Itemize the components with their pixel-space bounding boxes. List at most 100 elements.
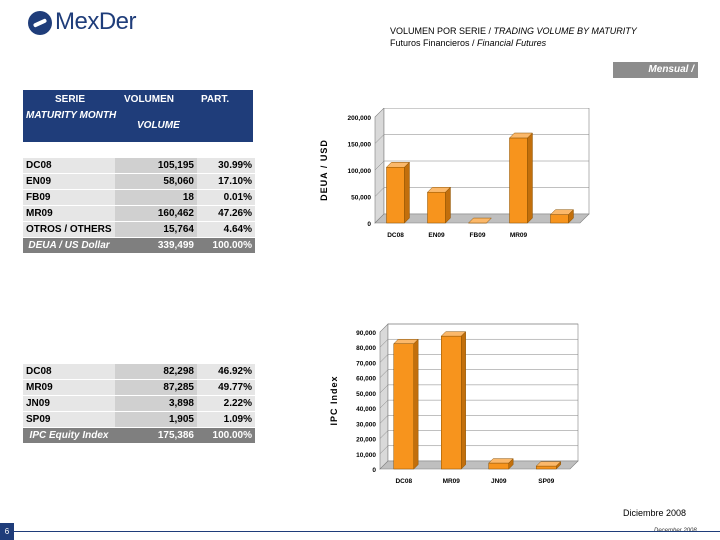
cell-part: 2.22% [197,395,255,412]
chart-ipc-volume: 0 10,000 20,000 30,000 40,000 50,000 60,000 70,… [329,323,579,485]
y-tick-label: 0 [367,221,371,228]
subtitle-en: Financial Futures [477,38,547,48]
bar [550,214,569,224]
gridline [374,108,385,118]
bar-side [508,458,514,470]
logo-mark-icon [28,11,52,35]
table-row: DC08 82,298 46.92% [23,364,255,380]
y-tick-label: 150,000 [348,142,372,149]
x-tick-label: FB09 [470,232,486,239]
page-subtitle: Futuros Financieros / Financial Futures [390,38,546,48]
cell-part: 49.77% [197,379,255,396]
bar-side [568,209,574,224]
table1: DC08 105,195 30.99% EN09 58,060 17.10% FB09 1… [23,158,255,254]
gridline [379,339,389,348]
table-total-row: IPC Equity Index 175,386 100.00% [23,427,255,444]
page-number: 6 [0,523,14,540]
col-volume: VOLUME [137,120,180,131]
bar-side [527,132,533,224]
page-title: VOLUMEN POR SERIE / TRADING VOLUME BY MA… [390,26,637,36]
cell-part: 17.10% [197,173,255,190]
y-tick-label: 90,000 [356,330,376,337]
gridline [374,134,385,144]
y-tick-label: 50,000 [356,391,376,398]
bar [509,137,528,224]
gridline [374,160,385,171]
table2: DC08 82,298 46.92% MR09 87,285 49.77% JN09 3,… [23,364,255,444]
cell-volume: 15,764 [115,221,197,238]
cell-volume: 3,898 [115,395,197,412]
col-serie: SERIE [55,94,86,105]
cell-part: 1.09% [197,411,255,428]
cell-serie: OTROS / OTHERS [23,221,115,238]
y-tick-label: 80,000 [356,345,376,352]
col-volumen: VOLUMEN [124,94,174,105]
cell-serie: FB09 [23,189,115,206]
y-tick-label: 20,000 [356,437,376,444]
table-total-row: DEUA / US Dollar 339,499 100.00% [23,237,255,254]
total-volume: 175,386 [115,427,197,444]
bar-side [556,461,561,470]
gridline [379,323,389,333]
total-label: IPC Equity Index [23,427,115,444]
title-en: TRADING VOLUME BY MATURITY [493,26,637,36]
gridline [379,445,389,454]
chart-plot-area [387,323,579,462]
cell-serie: DC08 [23,158,115,174]
cell-serie: JN09 [23,395,115,412]
bar [393,343,414,470]
bar-side [413,338,419,470]
bar [441,335,462,470]
cell-volume: 1,905 [115,411,197,428]
y-tick-label: 70,000 [356,360,376,367]
bar-side [404,161,410,224]
y-tick-label: 30,000 [356,421,376,428]
total-volume: 339,499 [115,237,197,254]
gridline [374,187,385,197]
table-row: OTROS / OTHERS 15,764 4.64% [23,221,255,238]
cell-serie: DC08 [23,364,115,380]
gridline [379,384,389,394]
table-row: EN09 58,060 17.10% [23,173,255,190]
table1-header: SERIE MATURITY MONTH VOLUMEN VOLUME PART… [23,90,253,142]
x-tick-label: EN09 [428,232,445,239]
bar [536,465,557,470]
gridline [379,399,389,409]
gridline [379,369,389,378]
cell-volume: 105,195 [115,158,197,174]
bar [386,166,405,224]
table-row: MR09 160,462 47.26% [23,205,255,222]
cell-part: 46.92% [197,364,255,380]
cell-serie: SP09 [23,411,115,428]
x-tick-label: MR09 [443,478,461,485]
cell-part: 4.64% [197,221,255,238]
cell-part: 30.99% [197,158,255,174]
x-tick-label: MR09 [510,232,528,239]
mexder-logo: MexDer [28,8,148,40]
y-tick-label: 50,000 [351,195,371,202]
col-maturity: MATURITY MONTH [26,110,117,121]
y-tick-label: 40,000 [356,406,376,413]
cell-serie: MR09 [23,205,115,222]
y-tick-label: 200,000 [348,115,372,122]
cell-volume: 87,285 [115,379,197,396]
y-tick-label: 0 [372,467,376,474]
x-tick-label: DC08 [387,232,404,239]
cell-part: 47.26% [197,205,255,222]
cell-part: 0.01% [197,189,255,206]
col-part: PART. [201,94,230,105]
table-row: MR09 87,285 49.77% [23,379,255,396]
period-es: Mensual / [648,64,694,75]
y-tick-label: 100,000 [348,168,372,175]
period-en: Monthly [655,80,694,91]
bar [488,462,509,470]
table-row: JN09 3,898 2.22% [23,395,255,412]
logo-wordmark: MexDer [55,8,137,35]
bar-side [445,186,451,224]
gridline [379,415,389,424]
cell-serie: MR09 [23,379,115,396]
table-row: DC08 105,195 30.99% [23,158,255,174]
total-part: 100.00% [197,237,255,254]
x-tick-label: SP09 [538,478,554,485]
chart-usd-volume: 0 50,000 100,000 150,000 200,000 DC08 EN09 FB09… [319,108,590,239]
